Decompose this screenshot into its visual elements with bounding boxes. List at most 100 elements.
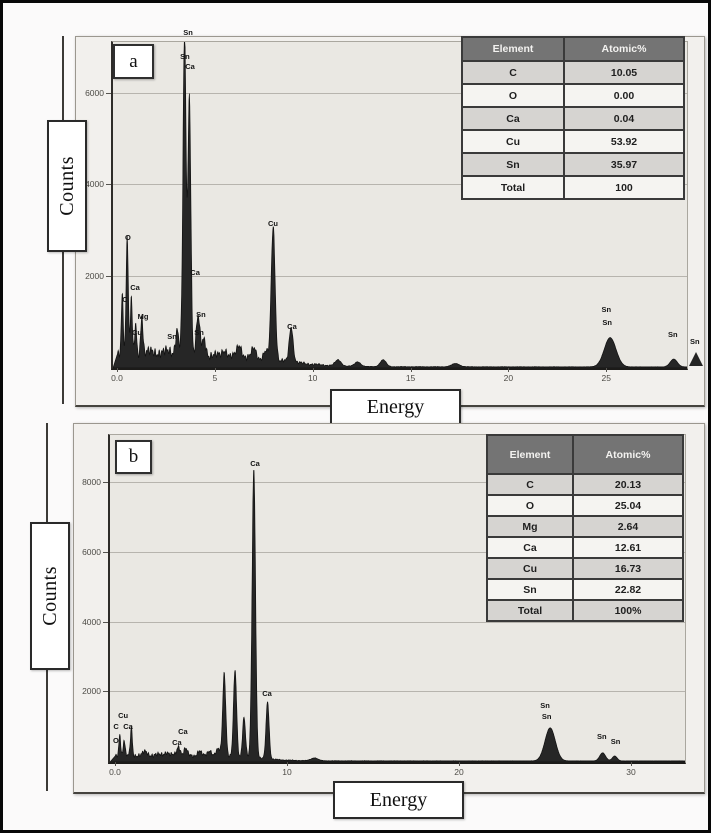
- panel-b: 2000 4000 6000 8000 0.0 10 20 30 Ca Cu C Ca O Ca Ca Ca S…: [3, 3, 708, 830]
- y-tick-mark: [103, 621, 108, 623]
- table-row: O 0.00: [461, 83, 685, 108]
- x-tick-label: 0.0: [109, 767, 121, 777]
- grid-line: [110, 691, 685, 693]
- table-cell: C: [486, 473, 574, 496]
- table-row: O 25.04: [486, 494, 684, 517]
- table-cell: Sn: [461, 152, 565, 177]
- table-cell: Cu: [486, 557, 574, 580]
- y-tick-mark: [103, 691, 108, 693]
- table-header-row: Element Atomic%: [461, 36, 685, 62]
- peak-label-ca: Ca: [262, 688, 272, 698]
- peak-label-ca: Ca: [185, 62, 195, 72]
- peak-label-sn: Sn: [610, 737, 621, 746]
- x-tick-mark: [115, 762, 116, 766]
- peak-label-ca: Ca: [123, 722, 133, 731]
- table-row: C 20.13: [486, 473, 684, 496]
- x-tick-label: 15: [405, 373, 416, 383]
- x-tick-mark: [606, 368, 608, 372]
- energy-label-box-b: Energy: [333, 781, 464, 819]
- panel-letter-b: b: [115, 440, 152, 474]
- peak-label-sn: Sn: [596, 732, 607, 742]
- panel-a: 2000 4000 6000 0.0 5 10 15 20 25 Sn Sn Ca O Ca C Mg Cu Ca…: [3, 3, 708, 830]
- table-row: Sn 22.82: [486, 578, 684, 601]
- peak-label-ca: Ca: [287, 321, 297, 331]
- table-row: Ca 0.04: [461, 106, 685, 131]
- peak-label-sn: Sn: [667, 330, 678, 340]
- y-tick-label: 6000: [82, 546, 101, 557]
- panel-letter-b-text: b: [128, 446, 139, 467]
- x-axis-title-b: Energy: [369, 788, 428, 811]
- table-cell: 0.04: [563, 106, 685, 131]
- y-tick-label: 4000: [85, 179, 104, 190]
- x-tick-mark: [214, 368, 216, 372]
- y-axis-title-b: Counts: [38, 566, 61, 626]
- atomic-table-b: Element Atomic% C 20.13 O 25.04 Mg 2.64 Ca 12.61 C…: [486, 434, 684, 622]
- table-row: Cu 16.73: [486, 557, 684, 580]
- table-row: Sn 35.97: [461, 152, 685, 177]
- x-tick-label: 30: [626, 767, 636, 777]
- y-tick-label: 2000: [85, 270, 104, 281]
- y-tick-label: 4000: [82, 616, 101, 627]
- peak-label-sn: Sn: [541, 711, 552, 721]
- peak-label-ca: Ca: [250, 459, 260, 469]
- counts-label-box-a: Counts: [47, 120, 87, 252]
- y-tick-mark: [106, 93, 111, 95]
- x-tick-label: 25: [601, 373, 611, 383]
- table-row: Cu 53.92: [461, 129, 685, 154]
- table-row: Mg 2.64: [486, 515, 684, 538]
- table-cell: C: [461, 60, 565, 85]
- table-cell: Total: [486, 599, 574, 622]
- table-header-row: Element Atomic%: [486, 434, 684, 475]
- x-tick-mark: [287, 762, 288, 766]
- x-tick-label: 5: [212, 373, 218, 383]
- table-row: Total 100: [461, 175, 685, 200]
- x-tick-label: 20: [454, 767, 464, 777]
- table-cell: 10.05: [563, 60, 685, 85]
- table-header-cell: Element: [461, 36, 565, 62]
- energy-label-box-a: Energy: [330, 389, 461, 426]
- panel-letter-a-text: a: [129, 50, 138, 72]
- peak-label-ca: Ca: [178, 726, 188, 736]
- peak-label-ca: Ca: [190, 268, 200, 278]
- table-cell: 100%: [572, 599, 684, 622]
- table-cell: Sn: [486, 578, 574, 601]
- edge-peak-bump: [689, 352, 703, 366]
- edge-peak-label-sn: Sn: [690, 337, 700, 346]
- table-cell: 12.61: [572, 536, 684, 559]
- grid-line: [113, 184, 687, 186]
- peak-label-sn: Sn: [167, 331, 177, 341]
- table-header-cell: Element: [486, 434, 574, 475]
- peak-label-sn: Sn: [602, 317, 613, 327]
- y-tick-label: 6000: [85, 88, 104, 99]
- y-tick-mark: [103, 551, 108, 553]
- x-tick-label: 0.0: [111, 373, 123, 383]
- grid-line: [110, 551, 685, 553]
- peak-label-sn: Sn: [196, 310, 206, 320]
- table-cell: Total: [461, 175, 565, 200]
- table-cell: 16.73: [572, 557, 684, 580]
- grid-line: [110, 621, 685, 623]
- table-cell: 2.64: [572, 515, 684, 538]
- table-cell: 25.04: [572, 494, 684, 517]
- peak-label-cu: Cu: [267, 219, 278, 229]
- table-cell: Cu: [461, 129, 565, 154]
- peak-label-ca: Ca: [130, 283, 140, 293]
- peak-label-o: O: [112, 735, 119, 745]
- x-tick-mark: [631, 762, 632, 766]
- counts-label-box-b: Counts: [30, 522, 70, 670]
- peak-label-cu: Cu: [118, 710, 129, 720]
- x-tick-mark: [117, 368, 118, 372]
- spectrum-curve: [110, 470, 685, 762]
- table-cell: 100: [563, 175, 685, 200]
- panel-letter-a: a: [113, 44, 154, 79]
- peak-label-sn: Sn: [540, 701, 550, 711]
- grid-line: [113, 275, 687, 277]
- peak-label-sn: Sn: [194, 327, 204, 337]
- table-header-cell: Atomic%: [572, 434, 684, 475]
- x-tick-label: 10: [307, 373, 318, 383]
- x-tick-mark: [312, 368, 314, 372]
- table-row: C 10.05: [461, 60, 685, 85]
- peak-label-c: C: [122, 295, 128, 304]
- table-row: Total 100%: [486, 599, 684, 622]
